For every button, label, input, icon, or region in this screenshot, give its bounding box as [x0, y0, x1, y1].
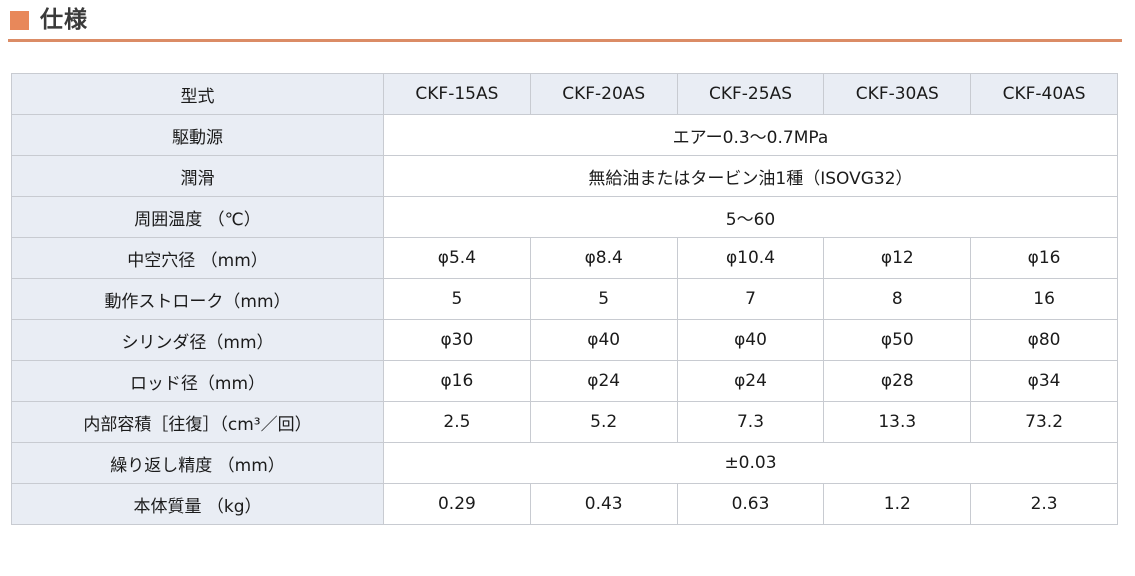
table-cell: 5	[529, 278, 678, 320]
table-cell: 0.29	[383, 483, 531, 525]
row-label: 内部容積［往復］（cm³／回）	[11, 401, 384, 443]
table-cell: φ16	[383, 360, 531, 402]
table-cell: φ34	[970, 360, 1118, 402]
table-row-cylinder-diameter: シリンダ径（mm） φ30 φ40 φ40 φ50 φ80	[11, 319, 1118, 361]
table-cell: 73.2	[970, 401, 1118, 443]
column-header-model: CKF-15AS	[383, 73, 531, 115]
table-row-operating-stroke: 動作ストローク（mm） 5 5 7 8 16	[11, 278, 1118, 320]
column-header-model-type: 型式	[11, 73, 384, 115]
table-cell-merged: 5～60	[383, 196, 1118, 238]
table-cell: 5.2	[529, 401, 678, 443]
table-row-rod-diameter: ロッド径（mm） φ16 φ24 φ24 φ28 φ34	[11, 360, 1118, 402]
table-cell: φ16	[970, 237, 1118, 279]
table-cell: φ24	[676, 360, 825, 402]
table-cell: 13.3	[823, 401, 972, 443]
section-header: 仕様	[0, 0, 1135, 32]
row-label: シリンダ径（mm）	[11, 319, 384, 361]
table-row-body-mass: 本体質量 （kg） 0.29 0.43 0.63 1.2 2.3	[11, 483, 1118, 525]
table-cell: 16	[970, 278, 1118, 320]
table-cell: φ40	[529, 319, 678, 361]
column-header-model: CKF-30AS	[823, 73, 972, 115]
table-cell: φ80	[970, 319, 1118, 361]
table-row-internal-volume: 内部容積［往復］（cm³／回） 2.5 5.2 7.3 13.3 73.2	[11, 401, 1118, 443]
column-header-model: CKF-20AS	[529, 73, 678, 115]
table-cell: 0.43	[529, 483, 678, 525]
table-cell-merged: エアー0.3～0.7MPa	[383, 114, 1118, 156]
column-header-model: CKF-25AS	[676, 73, 825, 115]
table-cell-merged: ±0.03	[383, 442, 1118, 484]
spec-table: 型式 CKF-15AS CKF-20AS CKF-25AS CKF-30AS C…	[11, 73, 1118, 525]
table-cell: φ24	[529, 360, 678, 402]
row-label: 繰り返し精度 （mm）	[11, 442, 384, 484]
row-label: 周囲温度 （℃）	[11, 196, 384, 238]
table-header-row: 型式 CKF-15AS CKF-20AS CKF-25AS CKF-30AS C…	[11, 73, 1118, 115]
table-cell-merged: 無給油またはタービン油1種（ISOVG32）	[383, 155, 1118, 197]
table-cell: φ10.4	[676, 237, 825, 279]
table-cell: 5	[383, 278, 531, 320]
table-cell: φ12	[823, 237, 972, 279]
table-cell: 7.3	[676, 401, 825, 443]
spec-table-container: 型式 CKF-15AS CKF-20AS CKF-25AS CKF-30AS C…	[11, 73, 1135, 525]
table-row-hollow-hole-diameter: 中空穴径 （mm） φ5.4 φ8.4 φ10.4 φ12 φ16	[11, 237, 1118, 279]
table-cell: φ8.4	[529, 237, 678, 279]
table-row-repeatability: 繰り返し精度 （mm） ±0.03	[11, 442, 1118, 484]
table-cell: 8	[823, 278, 972, 320]
table-row-drive-source: 駆動源 エアー0.3～0.7MPa	[11, 114, 1118, 156]
table-cell: 7	[676, 278, 825, 320]
row-label: 中空穴径 （mm）	[11, 237, 384, 279]
column-header-model: CKF-40AS	[970, 73, 1118, 115]
accent-divider	[8, 39, 1122, 42]
table-row-ambient-temperature: 周囲温度 （℃） 5～60	[11, 196, 1118, 238]
table-cell: 0.63	[676, 483, 825, 525]
page-title: 仕様	[40, 7, 88, 33]
table-cell: 2.3	[970, 483, 1118, 525]
table-cell: φ40	[676, 319, 825, 361]
table-row-lubrication: 潤滑 無給油またはタービン油1種（ISOVG32）	[11, 155, 1118, 197]
table-cell: φ30	[383, 319, 531, 361]
row-label: 本体質量 （kg）	[11, 483, 384, 525]
section-bullet-icon	[10, 10, 29, 30]
table-cell: φ28	[823, 360, 972, 402]
row-label: 動作ストローク（mm）	[11, 278, 384, 320]
table-cell: 1.2	[823, 483, 972, 525]
table-cell: φ5.4	[383, 237, 531, 279]
row-label: 駆動源	[11, 114, 384, 156]
table-cell: 2.5	[383, 401, 531, 443]
table-cell: φ50	[823, 319, 972, 361]
row-label: 潤滑	[11, 155, 384, 197]
row-label: ロッド径（mm）	[11, 360, 384, 402]
